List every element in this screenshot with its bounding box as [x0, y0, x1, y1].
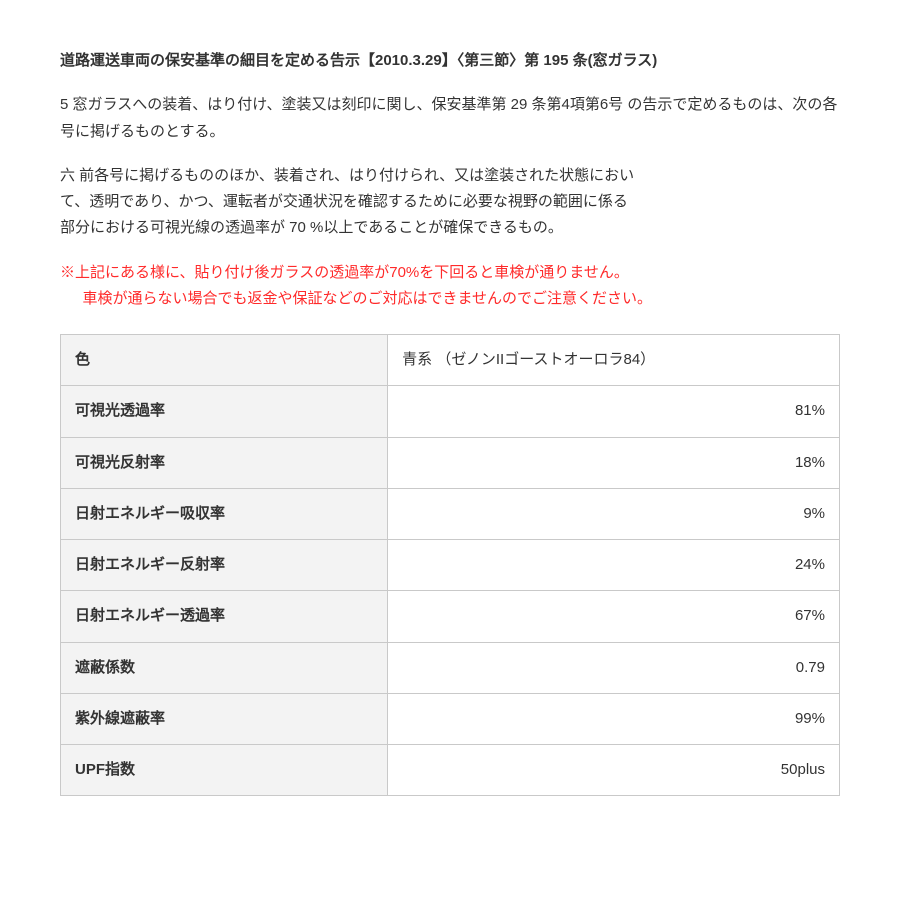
- table-row-value: 24%: [388, 540, 840, 591]
- table-row-label: 日射エネルギー反射率: [61, 540, 388, 591]
- warning-line1: ※上記にある様に、貼り付け後ガラスの透過率が70%を下回ると車検が通りません。: [60, 264, 629, 281]
- table-row: 日射エネルギー透過率 67%: [61, 591, 840, 642]
- table-row-label: 可視光反射率: [61, 437, 388, 488]
- table-row-label: 紫外線遮蔽率: [61, 693, 388, 744]
- paragraph-2-line3: 部分における可視光線の透過率が 70 %以上であることが確保できるもの。: [60, 219, 563, 236]
- table-header-label: 色: [61, 335, 388, 386]
- table-row-value: 9%: [388, 488, 840, 539]
- table-row: 可視光透過率 81%: [61, 386, 840, 437]
- table-row-label: 遮蔽係数: [61, 642, 388, 693]
- table-row: UPF指数 50plus: [61, 745, 840, 796]
- paragraph-2: 六 前各号に掲げるもののほか、装着され、はり付けられ、又は塗装された状態におい …: [60, 163, 840, 242]
- table-row: 遮蔽係数 0.79: [61, 642, 840, 693]
- paragraph-2-line2: て、透明であり、かつ、運転者が交通状況を確認するために必要な視野の範囲に係る: [60, 193, 628, 210]
- paragraph-2-line1: 六 前各号に掲げるもののほか、装着され、はり付けられ、又は塗装された状態におい: [60, 167, 634, 184]
- table-row-value: 67%: [388, 591, 840, 642]
- document-title: 道路運送車両の保安基準の細目を定める告示【2010.3.29】〈第三節〉第 19…: [60, 48, 840, 74]
- table-row-label: UPF指数: [61, 745, 388, 796]
- table-row-label: 日射エネルギー透過率: [61, 591, 388, 642]
- table-row: 日射エネルギー吸収率 9%: [61, 488, 840, 539]
- table-row: 日射エネルギー反射率 24%: [61, 540, 840, 591]
- table-row: 可視光反射率 18%: [61, 437, 840, 488]
- table-row-label: 可視光透過率: [61, 386, 388, 437]
- table-row-value: 99%: [388, 693, 840, 744]
- table-row-value: 18%: [388, 437, 840, 488]
- table-row-value: 81%: [388, 386, 840, 437]
- table-row-value: 50plus: [388, 745, 840, 796]
- table-row-value: 0.79: [388, 642, 840, 693]
- table-row: 紫外線遮蔽率 99%: [61, 693, 840, 744]
- warning-line2: 車検が通らない場合でも返金や保証などのご対応はできませんのでご注意ください。: [60, 290, 652, 307]
- spec-table: 色 青系 （ゼノンIIゴーストオーロラ84） 可視光透過率 81% 可視光反射率…: [60, 334, 840, 796]
- table-row-label: 日射エネルギー吸収率: [61, 488, 388, 539]
- warning-text: ※上記にある様に、貼り付け後ガラスの透過率が70%を下回ると車検が通りません。 …: [60, 260, 840, 313]
- paragraph-1: 5 窓ガラスへの装着、はり付け、塗装又は刻印に関し、保安基準第 29 条第4項第…: [60, 92, 840, 145]
- table-header-value: 青系 （ゼノンIIゴーストオーロラ84）: [388, 335, 840, 386]
- table-header-row: 色 青系 （ゼノンIIゴーストオーロラ84）: [61, 335, 840, 386]
